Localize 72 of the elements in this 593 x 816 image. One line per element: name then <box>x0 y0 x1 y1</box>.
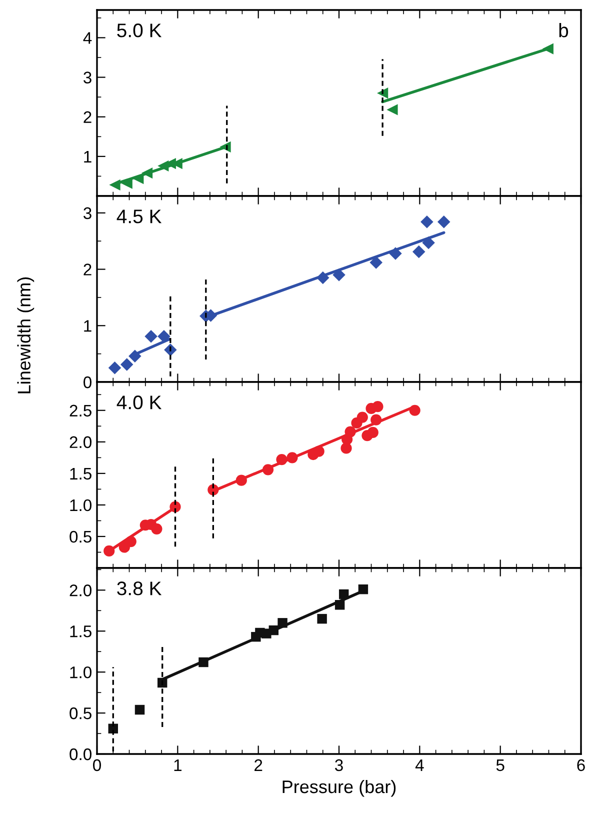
y-tick-label: 2.0 <box>70 436 92 448</box>
point <box>437 216 450 228</box>
point <box>356 412 368 423</box>
point <box>332 268 346 282</box>
x-tick-label: 2 <box>254 759 262 771</box>
point <box>286 452 298 464</box>
point <box>125 536 136 548</box>
point <box>389 247 402 260</box>
point <box>367 426 378 438</box>
x-tick-label: 4 <box>415 759 424 771</box>
y-tick-label: 2.5 <box>70 404 92 417</box>
y-tick-label: 3 <box>84 207 92 220</box>
y-tick-label: 1 <box>84 151 92 162</box>
point <box>134 704 145 715</box>
y-tick-label: 1 <box>84 320 92 332</box>
x-tick-label: 1 <box>174 759 182 771</box>
x-tick-label: 5 <box>496 759 504 772</box>
y-tick-label: 1.0 <box>70 499 92 512</box>
point <box>132 173 144 184</box>
point <box>344 426 356 438</box>
x-tick-label: 3 <box>335 759 343 772</box>
point <box>128 350 142 362</box>
point <box>338 589 349 600</box>
point <box>278 618 288 628</box>
point <box>334 600 345 610</box>
y-tick-label: 0.0 <box>70 748 92 760</box>
point <box>358 584 368 594</box>
point <box>262 464 274 476</box>
y-tick-label: 4 <box>83 32 92 44</box>
y-tick-label: 2.0 <box>70 584 92 596</box>
x-tick-label: 0 <box>93 759 101 772</box>
annotation: 4.5 K <box>116 210 162 224</box>
y-tick-label: 2 <box>84 111 92 123</box>
point <box>236 474 247 486</box>
point <box>370 256 382 269</box>
point <box>151 523 162 534</box>
annotation: 4.0 K <box>116 396 162 410</box>
point <box>422 236 435 250</box>
x-tick-label: 6 <box>577 759 585 772</box>
x-axis-title: Pressure (bar) <box>282 780 396 797</box>
y-tick-label: 1.5 <box>70 626 92 638</box>
y-axis-title: Linewidth (nm) <box>17 277 34 394</box>
y-tick-label: 0 <box>84 376 92 388</box>
y-tick-label: 0.5 <box>70 530 92 543</box>
annotation: b <box>559 23 568 38</box>
point <box>370 414 382 426</box>
point <box>120 358 134 371</box>
point <box>317 614 327 624</box>
point <box>198 657 208 668</box>
point <box>268 625 279 636</box>
y-tick-label: 1.5 <box>70 468 92 480</box>
point <box>372 401 384 412</box>
y-tick-label: 2 <box>84 264 92 276</box>
point <box>316 271 330 284</box>
point <box>108 362 122 374</box>
point <box>409 404 420 416</box>
point <box>412 245 426 258</box>
point <box>420 216 434 228</box>
point <box>108 724 118 734</box>
annotation: 5.0 K <box>117 24 162 38</box>
y-tick-label: 1.0 <box>70 666 92 678</box>
y-tick-label: 0.5 <box>70 707 92 720</box>
point <box>104 545 115 557</box>
point <box>542 43 554 54</box>
point <box>276 454 288 466</box>
y-tick-label: 3 <box>84 72 92 84</box>
point <box>386 104 398 116</box>
annotation: 3.8 K <box>117 582 162 596</box>
point <box>141 167 153 179</box>
point <box>109 179 120 190</box>
point <box>158 330 170 343</box>
point <box>144 330 158 343</box>
